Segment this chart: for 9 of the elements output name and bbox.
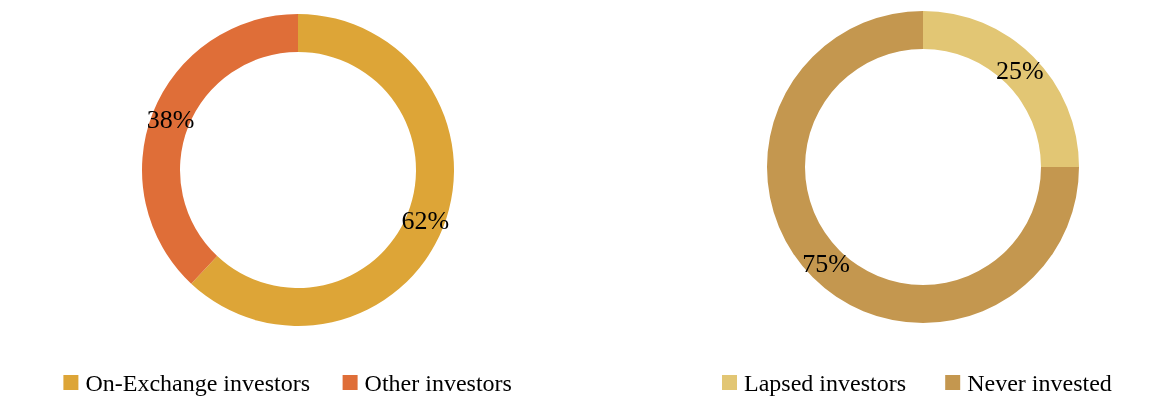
legend-label: On-Exchange investors	[85, 370, 311, 396]
legend-label: Other investors	[364, 370, 512, 396]
donut-slice	[767, 11, 1079, 323]
data-label: 25%	[996, 55, 1044, 85]
data-label: 75%	[802, 249, 850, 279]
legend-label: Never invested	[967, 370, 1112, 396]
donut-slice	[923, 11, 1079, 167]
legend-label: Lapsed investors	[744, 370, 906, 396]
donut-slice	[142, 14, 298, 284]
